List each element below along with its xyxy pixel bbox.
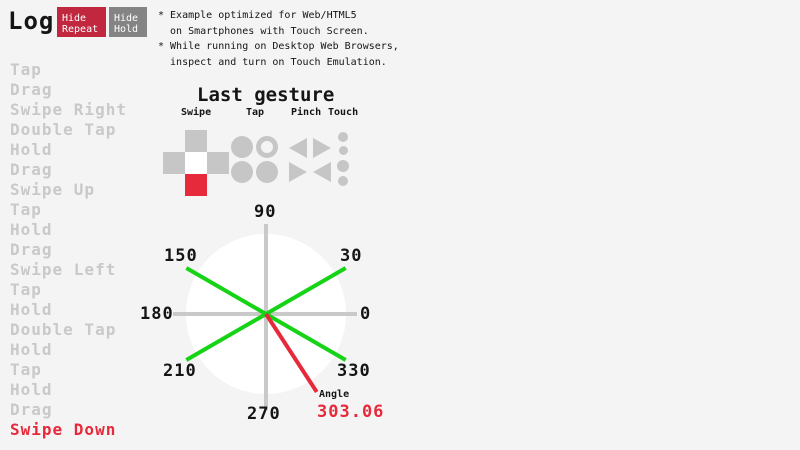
log-item: Tap bbox=[10, 60, 42, 79]
swipe-left-square bbox=[163, 152, 185, 174]
log-item: Hold bbox=[10, 380, 53, 399]
log-item: Drag bbox=[10, 160, 53, 179]
pinch-triangle-left bbox=[313, 162, 331, 182]
touch-dot bbox=[337, 160, 349, 172]
tap-filled-circle bbox=[231, 161, 253, 183]
touch-dot bbox=[339, 146, 348, 155]
hide-repeat-button-line2: Repeat bbox=[62, 24, 99, 35]
swipe-up-square bbox=[185, 130, 207, 152]
log-item: Hold bbox=[10, 300, 53, 319]
hide-hold-button[interactable]: Hide Hold bbox=[109, 7, 147, 37]
log-item: Swipe Left bbox=[10, 260, 117, 279]
hide-hold-button-line2: Hold bbox=[114, 24, 139, 35]
tick-label-270: 270 bbox=[247, 404, 281, 424]
log-item: Tap bbox=[10, 200, 42, 219]
note-line: * Example optimized for Web/HTML5 bbox=[158, 10, 357, 21]
touch-dot bbox=[338, 132, 348, 142]
tick-label-150: 150 bbox=[164, 246, 198, 266]
log-item: Hold bbox=[10, 220, 53, 239]
pinch-triangle-left bbox=[289, 138, 307, 158]
pinch-triangle-right bbox=[289, 162, 307, 182]
tap-group-label: Tap bbox=[246, 107, 265, 118]
hide-repeat-button[interactable]: Hide Repeat bbox=[57, 7, 106, 37]
tick-label-210: 210 bbox=[163, 361, 197, 381]
angle-label: Angle bbox=[319, 389, 350, 400]
angle-value: 303.06 bbox=[317, 402, 385, 422]
tap-ring-circle bbox=[256, 136, 278, 158]
log-item: Hold bbox=[10, 140, 53, 159]
tick-label-90: 90 bbox=[254, 202, 277, 222]
hide-hold-button-line1: Hide bbox=[114, 13, 139, 24]
last-gesture-title: Last gesture bbox=[197, 84, 335, 106]
log-item: Swipe Right bbox=[10, 100, 127, 119]
hide-repeat-button-line1: Hide bbox=[62, 13, 87, 24]
log-item: Double Tap bbox=[10, 120, 117, 139]
pinch-triangle-right bbox=[313, 138, 331, 158]
note-line: * While running on Desktop Web Browsers, bbox=[158, 41, 399, 52]
log-item: Drag bbox=[10, 80, 53, 99]
tap-filled-circle bbox=[256, 161, 278, 183]
tick-label-180: 180 bbox=[140, 304, 174, 324]
touch-dot bbox=[338, 176, 348, 186]
log-item: Drag bbox=[10, 240, 53, 259]
swipe-center-square bbox=[185, 152, 207, 174]
log-item: Hold bbox=[10, 340, 53, 359]
pinch-group-label: Pinch bbox=[291, 107, 322, 118]
usage-notes: * Example optimized for Web/HTML5 on Sma… bbox=[158, 8, 399, 70]
note-line: inspect and turn on Touch Emulation. bbox=[158, 56, 387, 68]
page-title: Log bbox=[8, 7, 55, 35]
note-line: on Smartphones with Touch Screen. bbox=[158, 25, 369, 37]
tap-filled-circle bbox=[231, 136, 253, 158]
log-item: Swipe Up bbox=[10, 180, 96, 199]
tick-label-330: 330 bbox=[337, 361, 371, 381]
log-item: Double Tap bbox=[10, 320, 117, 339]
tick-label-30: 30 bbox=[340, 246, 363, 266]
log-item: Swipe Down bbox=[10, 420, 117, 439]
log-item: Drag bbox=[10, 400, 53, 419]
touch-group-label: Touch bbox=[328, 107, 359, 118]
swipe-down-square-active bbox=[185, 174, 207, 196]
log-item: Tap bbox=[10, 280, 42, 299]
swipe-group-label: Swipe bbox=[181, 107, 212, 118]
swipe-right-square bbox=[207, 152, 229, 174]
tick-label-0: 0 bbox=[360, 304, 372, 324]
log-item: Tap bbox=[10, 360, 42, 379]
gesture-log-list: Tap Drag Swipe Right Double Tap Hold Drag Swip… bbox=[10, 60, 127, 440]
